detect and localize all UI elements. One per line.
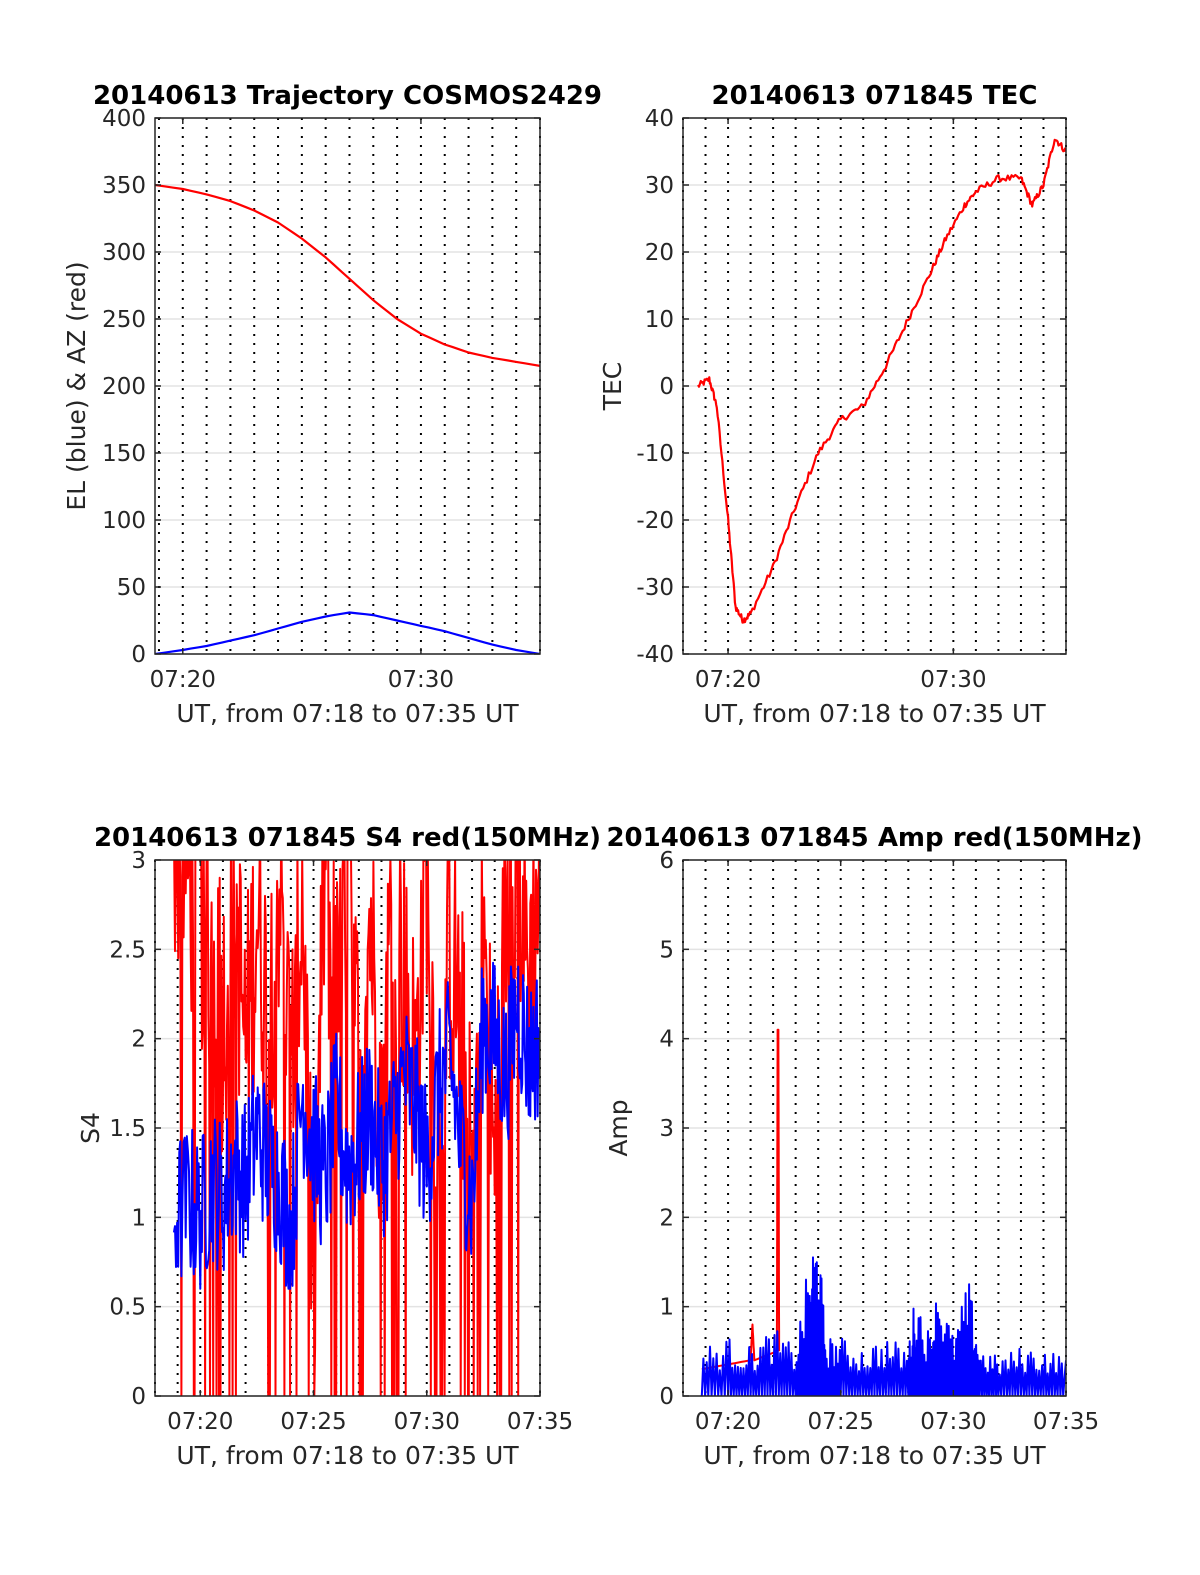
- y-tick-label: 5: [659, 937, 674, 963]
- y-tick-label: 6: [659, 848, 674, 874]
- y-tick-label: 100: [102, 508, 146, 534]
- y-tick-label: 30: [645, 173, 674, 199]
- chart-title: 20140613 071845 Amp red(150MHz): [606, 823, 1142, 853]
- y-tick-label: 2.5: [109, 937, 146, 963]
- y-tick-label: 2: [131, 1027, 146, 1053]
- y-tick-label: 400: [102, 106, 146, 132]
- y-tick-label: -20: [636, 508, 674, 534]
- chart-title: 20140613 071845 S4 red(150MHz): [94, 823, 601, 853]
- y-tick-label: 3: [131, 848, 146, 874]
- x-tick-label: 07:20: [695, 667, 761, 693]
- x-axis-label: UT, from 07:18 to 07:35 UT: [703, 699, 1046, 728]
- y-axis-label: TEC: [598, 362, 627, 412]
- y-tick-label: 40: [645, 106, 674, 132]
- x-tick-label: 07:30: [920, 1409, 986, 1435]
- x-tick-label: 07:35: [507, 1409, 573, 1435]
- y-tick-label: 20: [645, 240, 674, 266]
- y-tick-label: 300: [102, 240, 146, 266]
- chart-title: 20140613 Trajectory COSMOS2429: [93, 81, 602, 111]
- y-tick-label: -10: [636, 441, 674, 467]
- y-tick-label: 0: [659, 1384, 674, 1410]
- chart-panel-2: -40 -30 -20 -10 0 10 20 30 40 07:20 07:30 20140613 …: [598, 81, 1067, 728]
- y-tick-label: 2: [659, 1205, 674, 1231]
- y-tick-label: 200: [102, 374, 146, 400]
- y-axis-label: S4: [76, 1112, 105, 1144]
- y-tick-label: 4: [659, 1027, 674, 1053]
- series-line-2: [155, 611, 540, 654]
- y-tick-label: 50: [117, 575, 146, 601]
- y-tick-label: 150: [102, 441, 146, 467]
- y-tick-label: 1: [659, 1295, 674, 1321]
- y-tick-label: 0: [131, 1384, 146, 1410]
- y-axis-label: Amp: [604, 1099, 633, 1156]
- series-line-2: [172, 961, 540, 1290]
- x-tick-label: 07:20: [150, 667, 216, 693]
- y-tick-label: 1: [131, 1205, 146, 1231]
- series-line-1: [155, 183, 540, 367]
- y-tick-label: -40: [636, 642, 674, 668]
- y-axis-label: EL (blue) & AZ (red): [62, 261, 91, 510]
- series-line-1: [697, 138, 1066, 624]
- x-tick-label: 07:30: [920, 667, 986, 693]
- y-tick-label: 1.5: [109, 1116, 146, 1142]
- y-tick-label: 0: [659, 374, 674, 400]
- chart-title: 20140613 071845 TEC: [712, 81, 1038, 111]
- x-tick-label: 07:25: [280, 1409, 346, 1435]
- y-tick-label: 0.5: [109, 1295, 146, 1321]
- x-tick-label: 07:30: [394, 1409, 460, 1435]
- y-tick-label: 250: [102, 307, 146, 333]
- y-tick-label: 0: [131, 642, 146, 668]
- x-axis-label: UT, from 07:18 to 07:35 UT: [703, 1441, 1046, 1470]
- y-tick-label: 10: [645, 307, 674, 333]
- x-axis-label: UT, from 07:18 to 07:35 UT: [176, 1441, 519, 1470]
- chart-panel-4: 0 1 2 3 4 5 6 07:20 07:25 07:30 07:35 20140613 0718…: [604, 823, 1143, 1470]
- x-tick-label: 07:20: [695, 1409, 761, 1435]
- series-line-2: [700, 1256, 1066, 1396]
- y-tick-label: -30: [636, 575, 674, 601]
- series-line-1: [701, 1028, 781, 1371]
- x-tick-label: 07:25: [808, 1409, 874, 1435]
- chart-panel-3: 0 0.5 1 1.5 2 2.5 3 07:20 07:25 07:30 07:35 2014061…: [76, 823, 601, 1470]
- x-tick-label: 07:30: [388, 667, 454, 693]
- x-tick-label: 07:35: [1033, 1409, 1099, 1435]
- chart-panel-1: 0 50 100 150 200 250 300 350 400 07:20 07:30 201406…: [62, 81, 602, 728]
- series-line-1: [173, 860, 540, 1396]
- x-tick-label: 07:20: [167, 1409, 233, 1435]
- x-axis-label: UT, from 07:18 to 07:35 UT: [176, 699, 519, 728]
- y-tick-label: 350: [102, 173, 146, 199]
- y-tick-label: 3: [659, 1116, 674, 1142]
